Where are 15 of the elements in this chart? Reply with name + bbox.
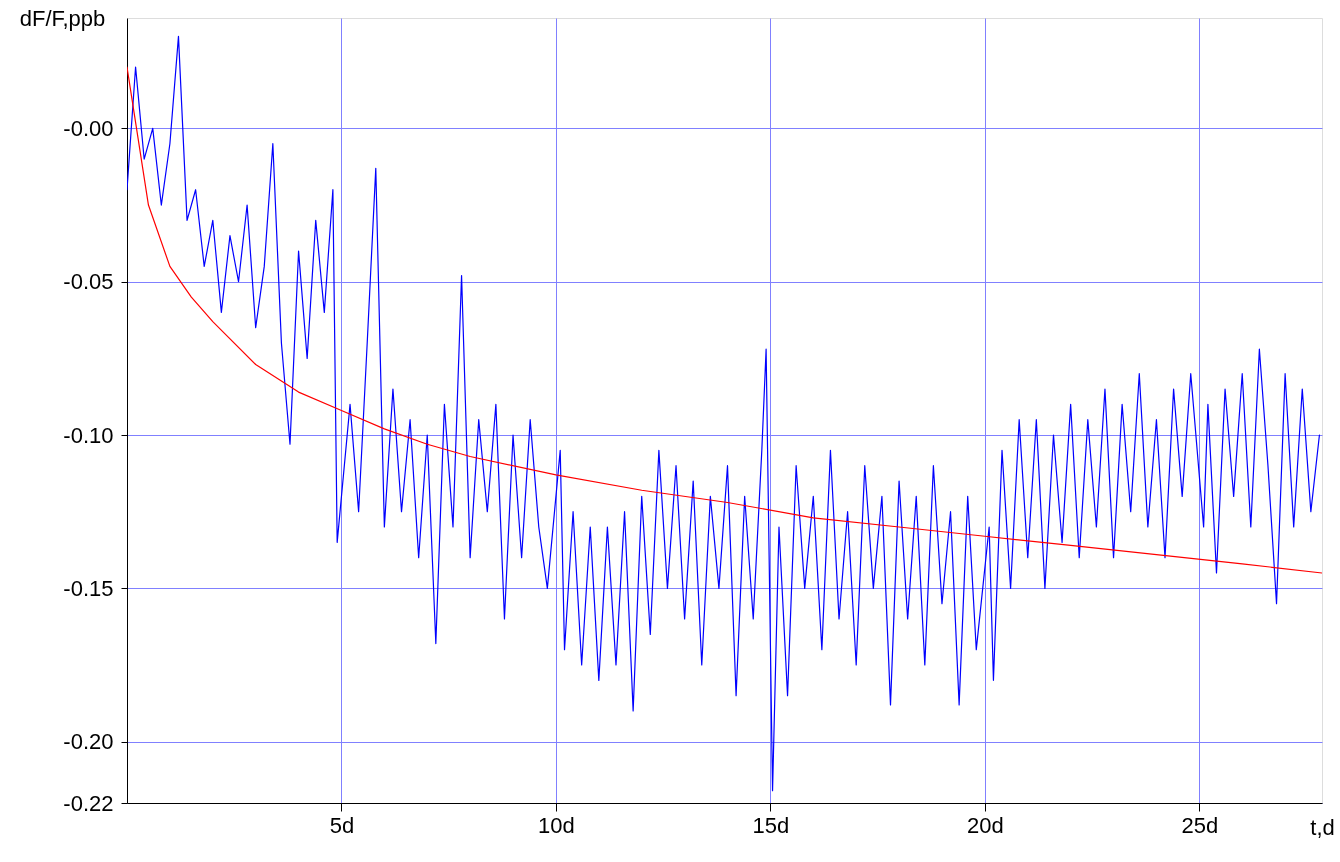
y-tick-label: -0.22 — [63, 790, 114, 816]
line-series — [127, 66, 1322, 574]
y-tick-label: -0.15 — [63, 575, 114, 601]
x-tick-label: 20d — [967, 812, 1004, 838]
y-tick-label: -0.20 — [63, 729, 114, 755]
y-tick-label: -0.05 — [63, 269, 114, 295]
y-tick-label: -0.10 — [63, 422, 114, 448]
x-tick-label: 25d — [1181, 812, 1219, 838]
y-tick-label: -0.00 — [63, 115, 114, 141]
x-tick-label: 5d — [329, 812, 355, 838]
x-axis-title: t,d — [1310, 814, 1335, 840]
x-tick-label: 10d — [538, 812, 575, 838]
x-tick-label: 15d — [752, 812, 790, 838]
y-axis-title: dF/F,ppb — [19, 5, 106, 31]
line-series — [127, 35, 1321, 792]
